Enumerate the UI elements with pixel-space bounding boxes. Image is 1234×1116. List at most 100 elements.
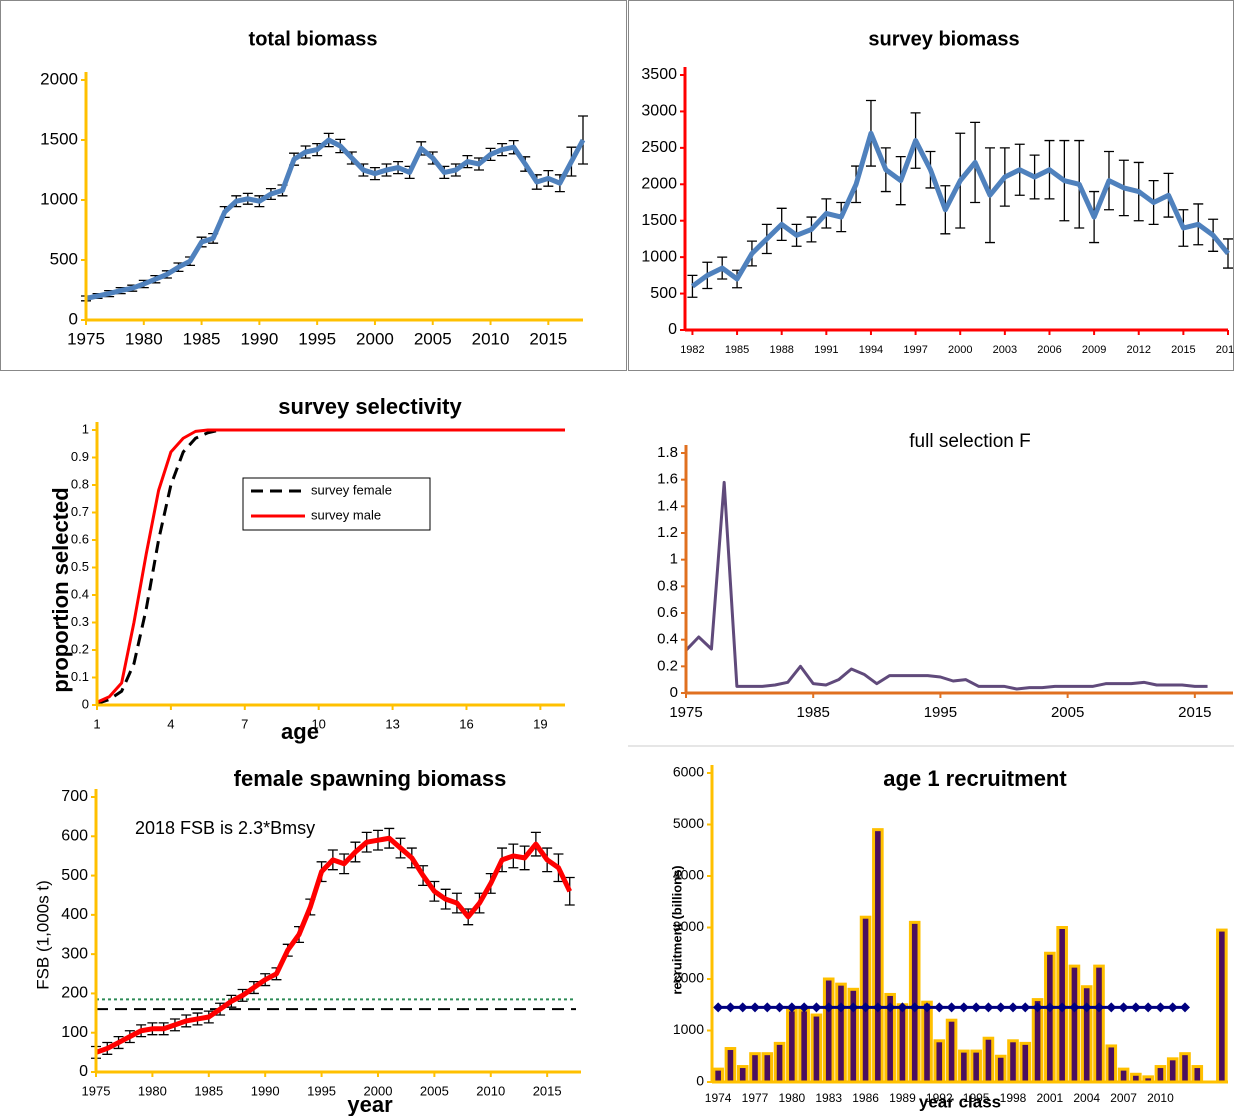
error-bar xyxy=(687,274,698,298)
series-line xyxy=(85,137,586,301)
mean-marker xyxy=(1032,1002,1043,1013)
y-tick-label: 0.5 xyxy=(71,559,89,574)
chart-title: survey biomass xyxy=(868,28,1019,50)
series-line xyxy=(96,428,565,704)
mean-marker xyxy=(1044,1002,1055,1013)
mean-marker xyxy=(774,1002,785,1013)
chart-title: total biomass xyxy=(249,28,378,50)
x-tick-label: 1995 xyxy=(924,704,957,721)
bar xyxy=(982,1036,995,1084)
bar xyxy=(1179,1052,1191,1084)
y-tick-label: 0.1 xyxy=(71,669,89,684)
x-tick-label: 1 xyxy=(93,716,100,731)
y-tick-label: 0.6 xyxy=(657,604,678,621)
mean-marker xyxy=(811,1002,822,1013)
mean-marker xyxy=(1118,1002,1129,1013)
x-tick-label: 16 xyxy=(459,716,473,731)
y-tick-label: 1000 xyxy=(673,1021,704,1037)
series-line xyxy=(684,480,1208,691)
mean-marker xyxy=(823,1002,834,1013)
x-tick-label: 2009 xyxy=(1082,344,1106,356)
x-tick-label: 1994 xyxy=(859,344,883,356)
x-tick-label: 2012 xyxy=(1126,344,1150,356)
x-tick-label: 2010 xyxy=(1147,1091,1174,1105)
x-tick-label: 1990 xyxy=(240,329,278,348)
mean-marker xyxy=(995,1002,1006,1013)
x-tick-label: 13 xyxy=(385,716,399,731)
y-tick-label: 0 xyxy=(696,1073,704,1089)
mean-marker xyxy=(1143,1002,1154,1013)
y-tick-label: 0 xyxy=(69,309,78,328)
bar xyxy=(1080,985,1093,1084)
x-tick-label: 2018 xyxy=(1216,344,1234,356)
y-tick-label: 300 xyxy=(61,945,88,962)
y-tick-label: 1 xyxy=(670,551,678,568)
y-tick-label: 4000 xyxy=(673,867,704,883)
bar xyxy=(896,1003,909,1084)
bar xyxy=(761,1052,774,1084)
x-tick-label: 2001 xyxy=(1037,1091,1064,1105)
mean-marker xyxy=(983,1002,994,1013)
x-tick-label: 1991 xyxy=(814,344,838,356)
x-tick-label: 1998 xyxy=(1000,1091,1027,1105)
bar xyxy=(1068,964,1081,1084)
bar xyxy=(859,915,872,1084)
x-tick-label: 1988 xyxy=(769,344,793,356)
x-tick-label: 1975 xyxy=(82,1083,111,1098)
x-axis-label: age xyxy=(281,719,319,744)
mean-marker xyxy=(786,1002,797,1013)
mean-marker xyxy=(1081,1002,1092,1013)
y-tick-label: 0.9 xyxy=(71,449,89,464)
y-tick-label: 700 xyxy=(61,788,88,805)
bar xyxy=(1154,1065,1167,1084)
panel-border xyxy=(0,0,627,371)
mean-marker xyxy=(750,1002,760,1013)
x-tick-label: 1997 xyxy=(903,344,927,356)
mean-marker xyxy=(946,1002,957,1013)
bar xyxy=(810,1013,823,1084)
mean-marker xyxy=(909,1002,920,1013)
bar xyxy=(835,982,847,1084)
y-tick-label: 0 xyxy=(79,1063,88,1080)
x-tick-label: 1992 xyxy=(926,1091,953,1105)
x-tick-label: 2005 xyxy=(420,1083,449,1098)
mean-marker xyxy=(1057,1002,1068,1013)
y-tick-label: 2000 xyxy=(40,69,78,88)
y-tick-label: 500 xyxy=(650,285,677,302)
y-tick-label: 1000 xyxy=(641,248,677,265)
bar xyxy=(1216,928,1228,1084)
bar xyxy=(908,920,921,1084)
bar xyxy=(945,1018,958,1084)
x-tick-label: 2000 xyxy=(364,1083,393,1098)
y-tick-label: 3000 xyxy=(641,103,677,120)
mean-marker xyxy=(1094,1002,1104,1013)
y-tick-label: 2500 xyxy=(641,139,677,156)
legend-label: survey male xyxy=(311,507,381,522)
y-tick-label: 0.8 xyxy=(71,476,89,491)
series-line xyxy=(690,130,1230,289)
y-tick-label: 600 xyxy=(61,828,88,845)
y-tick-label: 0.7 xyxy=(71,504,89,519)
bar xyxy=(921,1000,933,1084)
y-tick-label: 100 xyxy=(61,1024,88,1041)
x-tick-label: 1986 xyxy=(852,1091,879,1105)
x-tick-label: 1980 xyxy=(138,1083,167,1098)
x-tick-label: 1989 xyxy=(889,1091,916,1105)
bar xyxy=(798,1008,810,1084)
mean-marker xyxy=(1008,1002,1018,1013)
bar xyxy=(958,1049,970,1084)
y-tick-label: 0.3 xyxy=(71,614,89,629)
x-tick-label: 1980 xyxy=(779,1091,806,1105)
y-tick-label: 1500 xyxy=(641,212,677,229)
y-tick-label: 2000 xyxy=(641,176,677,193)
y-tick-label: 400 xyxy=(61,906,88,923)
y-tick-label: 1500 xyxy=(40,129,78,148)
x-tick-label: 1995 xyxy=(298,329,336,348)
mean-marker xyxy=(1167,1002,1178,1013)
mean-marker xyxy=(860,1002,871,1013)
x-tick-label: 2015 xyxy=(529,329,567,348)
bar xyxy=(1007,1039,1019,1084)
bar xyxy=(1105,1044,1118,1084)
x-tick-label: 1985 xyxy=(183,329,221,348)
y-tick-label: 500 xyxy=(61,867,88,884)
